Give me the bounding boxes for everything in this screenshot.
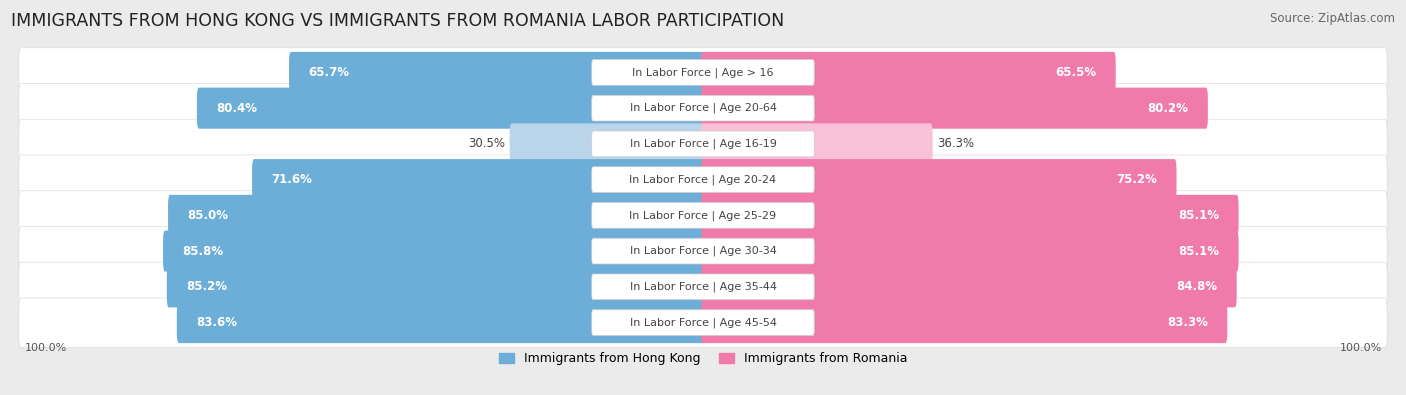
FancyBboxPatch shape [197, 88, 704, 129]
FancyBboxPatch shape [163, 231, 704, 272]
Text: 65.7%: 65.7% [308, 66, 349, 79]
Text: 36.3%: 36.3% [938, 137, 974, 150]
Text: In Labor Force | Age 20-24: In Labor Force | Age 20-24 [630, 174, 776, 185]
FancyBboxPatch shape [702, 88, 1208, 129]
Text: In Labor Force | Age 20-64: In Labor Force | Age 20-64 [630, 103, 776, 113]
FancyBboxPatch shape [18, 155, 1388, 204]
Text: 85.1%: 85.1% [1178, 245, 1219, 258]
Text: 80.2%: 80.2% [1147, 102, 1188, 115]
FancyBboxPatch shape [18, 48, 1388, 97]
FancyBboxPatch shape [167, 266, 704, 307]
FancyBboxPatch shape [592, 310, 814, 335]
FancyBboxPatch shape [702, 302, 1227, 343]
FancyBboxPatch shape [18, 83, 1388, 133]
Text: 80.4%: 80.4% [217, 102, 257, 115]
FancyBboxPatch shape [702, 52, 1116, 93]
Text: 65.5%: 65.5% [1056, 66, 1097, 79]
FancyBboxPatch shape [592, 167, 814, 192]
FancyBboxPatch shape [169, 195, 704, 236]
Text: 100.0%: 100.0% [1340, 342, 1382, 353]
FancyBboxPatch shape [18, 262, 1388, 312]
FancyBboxPatch shape [18, 226, 1388, 276]
FancyBboxPatch shape [290, 52, 704, 93]
Text: 83.6%: 83.6% [195, 316, 238, 329]
Text: 84.8%: 84.8% [1177, 280, 1218, 293]
Text: 83.3%: 83.3% [1167, 316, 1208, 329]
FancyBboxPatch shape [592, 60, 814, 85]
Text: In Labor Force | Age > 16: In Labor Force | Age > 16 [633, 67, 773, 78]
Text: 75.2%: 75.2% [1116, 173, 1157, 186]
FancyBboxPatch shape [702, 266, 1237, 307]
FancyBboxPatch shape [18, 191, 1388, 240]
FancyBboxPatch shape [702, 195, 1239, 236]
FancyBboxPatch shape [18, 119, 1388, 169]
FancyBboxPatch shape [18, 298, 1388, 347]
FancyBboxPatch shape [702, 231, 1239, 272]
Text: In Labor Force | Age 45-54: In Labor Force | Age 45-54 [630, 317, 776, 328]
Text: In Labor Force | Age 25-29: In Labor Force | Age 25-29 [630, 210, 776, 221]
Text: 30.5%: 30.5% [468, 137, 505, 150]
FancyBboxPatch shape [592, 95, 814, 121]
FancyBboxPatch shape [592, 203, 814, 228]
Text: 85.2%: 85.2% [186, 280, 228, 293]
Legend: Immigrants from Hong Kong, Immigrants from Romania: Immigrants from Hong Kong, Immigrants fr… [499, 352, 907, 365]
Text: 85.0%: 85.0% [187, 209, 228, 222]
FancyBboxPatch shape [252, 159, 704, 200]
Text: Source: ZipAtlas.com: Source: ZipAtlas.com [1270, 12, 1395, 25]
FancyBboxPatch shape [592, 238, 814, 264]
FancyBboxPatch shape [510, 123, 704, 164]
Text: 71.6%: 71.6% [271, 173, 312, 186]
Text: 85.8%: 85.8% [183, 245, 224, 258]
Text: In Labor Force | Age 30-34: In Labor Force | Age 30-34 [630, 246, 776, 256]
Text: IMMIGRANTS FROM HONG KONG VS IMMIGRANTS FROM ROMANIA LABOR PARTICIPATION: IMMIGRANTS FROM HONG KONG VS IMMIGRANTS … [11, 12, 785, 30]
Text: 100.0%: 100.0% [24, 342, 66, 353]
FancyBboxPatch shape [702, 123, 932, 164]
Text: In Labor Force | Age 35-44: In Labor Force | Age 35-44 [630, 282, 776, 292]
Text: In Labor Force | Age 16-19: In Labor Force | Age 16-19 [630, 139, 776, 149]
Text: 85.1%: 85.1% [1178, 209, 1219, 222]
FancyBboxPatch shape [177, 302, 704, 343]
FancyBboxPatch shape [702, 159, 1177, 200]
FancyBboxPatch shape [592, 274, 814, 300]
FancyBboxPatch shape [592, 131, 814, 157]
